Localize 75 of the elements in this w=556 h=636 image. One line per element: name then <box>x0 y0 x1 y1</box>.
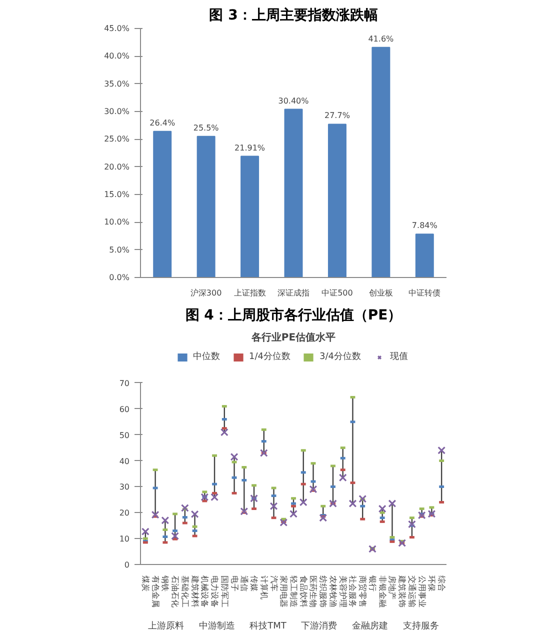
chart-subtitle: 各行业PE估值水平 <box>250 332 336 344</box>
data-label: 27.7% <box>324 111 350 120</box>
y-tick-label: 60 <box>119 404 130 414</box>
chart-title: 图 3：上周主要指数涨跌幅 <box>209 6 378 24</box>
x-tick-label: 综合 <box>437 576 446 592</box>
y-tick-label: 50 <box>119 430 130 440</box>
text: 支持服务 <box>403 620 439 632</box>
text: 中游制造 <box>199 620 235 632</box>
y-tick-label: 30.0% <box>104 107 130 116</box>
x-tick-label: 社会服务 <box>348 576 358 608</box>
x-tick-label: 美容护理 <box>338 576 348 608</box>
y-tick-label: 70 <box>119 378 130 388</box>
x-tick-label: 深证成指 <box>278 288 310 298</box>
y-tick-label: 45.0% <box>104 24 130 33</box>
data-label: 41.6% <box>368 34 394 44</box>
x-tick-label: 食品饮料 <box>298 576 308 608</box>
legend-label: 中位数 <box>193 350 220 363</box>
y-tick-label: 40.0% <box>104 52 130 61</box>
x-tick-label: 家用电器 <box>279 576 288 608</box>
y-tick-label: 20.0% <box>104 162 130 172</box>
y-tick-label: 35.0% <box>104 79 130 88</box>
x-tick-label: 非银金融 <box>378 576 387 608</box>
x-tick-label: 纺织服饰 <box>318 576 328 608</box>
x-tick-label: 通信 <box>240 576 249 592</box>
x-tick-label: 中证转债 <box>408 288 441 298</box>
x-tick-label: 中证500 <box>322 288 353 298</box>
x-tick-label: 计算机 <box>259 576 268 600</box>
x-tick-label: 农林牧渔 <box>328 576 338 608</box>
x-tick-label: 公用事业 <box>417 576 426 608</box>
x-tick-label: 沪深300 <box>190 288 222 298</box>
x-tick-label: 商贸零售 <box>358 576 368 608</box>
y-tick-label: 0.0% <box>109 273 130 282</box>
text: 上游原料 <box>148 620 184 632</box>
x-tick-label: 基础化工 <box>180 576 190 608</box>
x-tick-label: 电力设备 <box>210 576 220 608</box>
y-tick-label: 5.0% <box>109 245 130 254</box>
chart-title: 图 4：上周股市各行业估值（PE） <box>185 306 402 324</box>
data-label: 25.5% <box>193 123 220 132</box>
y-tick-label: 20 <box>119 508 130 518</box>
y-tick-label: 0 <box>124 560 130 570</box>
x-tick-label: 电子 <box>230 576 239 592</box>
x-tick-label: 有色金属 <box>150 576 160 608</box>
x-tick-label: 环保 <box>427 576 436 592</box>
text: 科技TMT <box>250 620 287 632</box>
x-tick-label: 国防军工 <box>220 576 229 608</box>
y-tick-label: 40 <box>119 456 130 466</box>
x-tick-label: 石油石化 <box>170 576 180 608</box>
x-tick-label: 建筑装饰 <box>398 574 407 608</box>
data-label: 21.91% <box>234 143 266 152</box>
x-tick-label: 医药生物 <box>308 576 318 608</box>
y-tick-label: 10.0% <box>104 218 130 227</box>
x-tick-label: 银行 <box>368 574 377 592</box>
x-tick-label: 汽车 <box>269 576 278 592</box>
legend-label: 现值 <box>390 351 409 363</box>
y-tick-label: 10 <box>119 534 130 544</box>
legend-label: 3/4分位数 <box>320 350 361 363</box>
data-label: 26.4% <box>150 118 176 128</box>
x-tick-label: 房地产 <box>388 576 397 600</box>
x-tick-label: 钢铁 <box>160 574 170 592</box>
x-tick-label: 交通运输 <box>407 576 416 608</box>
text: 下游消费 <box>301 620 337 632</box>
y-tick-label: 30 <box>119 482 130 492</box>
text: 金融房建 <box>352 620 388 632</box>
data-label: 30.40% <box>278 96 310 106</box>
x-tick-label: 创业板 <box>368 288 393 298</box>
x-tick-label: 上证指数 <box>234 288 266 298</box>
x-tick-label: 传媒 <box>250 576 259 592</box>
x-tick-label: 建筑材料 <box>190 574 200 608</box>
y-tick-label: 25.0% <box>104 134 130 144</box>
y-tick-label: 15.0% <box>104 190 130 199</box>
x-tick-label: 煤炭 <box>140 576 150 592</box>
data-label: 7.84% <box>412 221 438 230</box>
x-tick-label: 轻工制造 <box>289 576 298 608</box>
x-tick-label: 机械设备 <box>200 576 210 608</box>
legend-label: 1/4分位数 <box>249 350 290 363</box>
